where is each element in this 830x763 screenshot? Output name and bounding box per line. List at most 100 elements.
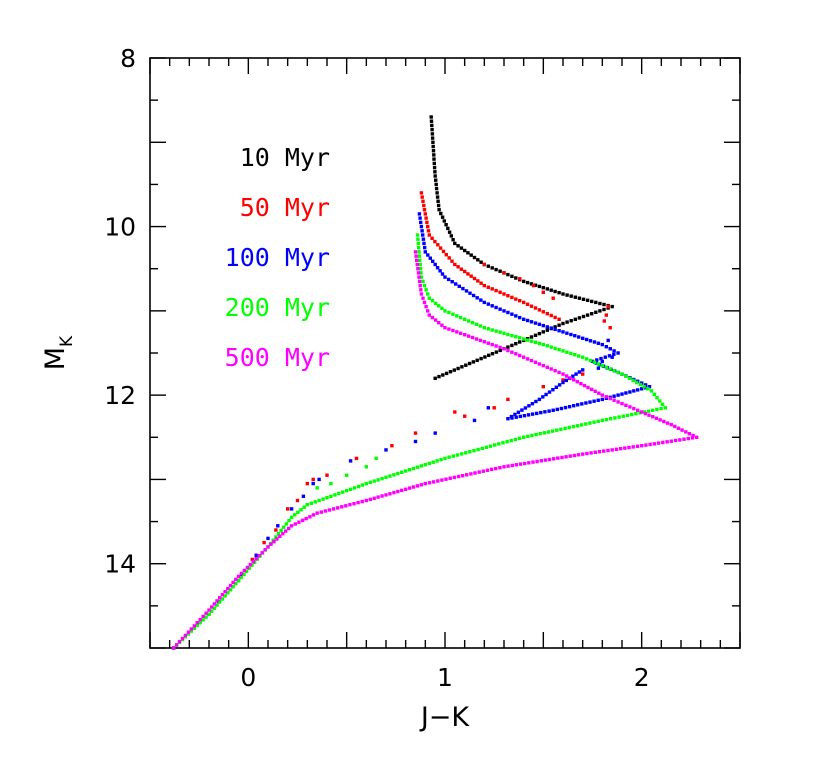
data-point bbox=[513, 437, 518, 442]
data-point bbox=[424, 288, 428, 292]
y-axis-title-subscript: K bbox=[57, 335, 77, 347]
data-point bbox=[652, 392, 656, 396]
data-point bbox=[417, 212, 422, 216]
data-point bbox=[618, 447, 623, 451]
data-point bbox=[533, 340, 538, 344]
data-point bbox=[282, 525, 286, 529]
data-point bbox=[627, 445, 631, 450]
data-point bbox=[437, 374, 441, 379]
data-point bbox=[266, 536, 270, 541]
data-point bbox=[463, 414, 467, 418]
data-point bbox=[470, 321, 475, 325]
data-point bbox=[502, 331, 506, 335]
data-point bbox=[522, 300, 526, 305]
data-point bbox=[466, 334, 471, 338]
data-point bbox=[565, 293, 569, 297]
data-point bbox=[565, 320, 569, 324]
data-point bbox=[545, 344, 549, 348]
data-point bbox=[417, 275, 421, 279]
data-point bbox=[552, 457, 556, 461]
data-point bbox=[459, 331, 463, 335]
data-point bbox=[539, 459, 543, 463]
data-point bbox=[505, 440, 509, 444]
data-point bbox=[607, 354, 612, 358]
data-point bbox=[415, 233, 420, 237]
data-point bbox=[460, 365, 464, 369]
data-point bbox=[569, 294, 573, 298]
data-point bbox=[426, 229, 431, 233]
data-point bbox=[555, 428, 559, 432]
data-point bbox=[421, 233, 425, 237]
data-point bbox=[642, 385, 646, 389]
data-point bbox=[456, 366, 460, 371]
data-point bbox=[537, 331, 542, 336]
data-point bbox=[652, 442, 657, 446]
data-point bbox=[610, 448, 614, 452]
data-point bbox=[436, 203, 441, 208]
data-point bbox=[266, 545, 270, 549]
data-point bbox=[606, 448, 610, 453]
data-point bbox=[329, 494, 333, 498]
data-point bbox=[226, 586, 230, 591]
data-point bbox=[510, 343, 514, 348]
data-point bbox=[430, 236, 434, 240]
data-point bbox=[415, 484, 420, 488]
data-point bbox=[494, 267, 498, 272]
data-point bbox=[597, 391, 601, 395]
data-point bbox=[447, 327, 451, 331]
data-point bbox=[612, 352, 616, 357]
data-point bbox=[372, 496, 376, 500]
data-point bbox=[659, 406, 663, 411]
data-point bbox=[438, 246, 443, 250]
data-point bbox=[559, 406, 564, 411]
data-point bbox=[473, 471, 477, 475]
data-point bbox=[612, 369, 616, 373]
data-point bbox=[590, 359, 595, 364]
data-point bbox=[525, 357, 530, 361]
y-tick-label: 10 bbox=[104, 213, 136, 242]
data-point bbox=[623, 446, 627, 450]
data-point bbox=[413, 439, 418, 444]
data-point bbox=[596, 366, 601, 370]
data-point bbox=[257, 554, 261, 558]
data-point bbox=[356, 484, 361, 489]
data-point bbox=[414, 254, 418, 258]
data-point bbox=[549, 345, 553, 349]
data-point bbox=[541, 363, 545, 368]
data-point bbox=[579, 381, 583, 386]
data-point bbox=[400, 488, 404, 493]
data-point bbox=[461, 286, 465, 291]
data-point bbox=[537, 341, 542, 346]
data-point bbox=[407, 486, 412, 490]
data-point bbox=[469, 253, 473, 257]
data-point bbox=[329, 481, 333, 486]
data-point bbox=[305, 481, 309, 486]
legend-entry: 50 Myr bbox=[240, 193, 330, 222]
data-point bbox=[242, 568, 247, 573]
data-point bbox=[600, 418, 604, 423]
data-point bbox=[501, 441, 505, 445]
data-point bbox=[479, 356, 483, 361]
data-point bbox=[518, 353, 522, 358]
data-point bbox=[533, 283, 538, 287]
data-point bbox=[422, 300, 427, 305]
data-point bbox=[463, 248, 467, 253]
data-point bbox=[422, 283, 427, 288]
data-point bbox=[418, 267, 423, 271]
data-point bbox=[584, 422, 588, 426]
data-point bbox=[610, 304, 614, 309]
data-point bbox=[431, 140, 435, 144]
data-point bbox=[311, 481, 315, 486]
x-tick-label: 1 bbox=[437, 663, 453, 692]
data-point bbox=[269, 542, 273, 546]
data-point bbox=[534, 432, 538, 437]
data-point bbox=[648, 442, 652, 447]
data-point bbox=[537, 397, 542, 402]
data-point bbox=[390, 444, 394, 448]
data-point bbox=[419, 464, 424, 468]
data-point bbox=[541, 385, 545, 389]
data-point bbox=[616, 393, 620, 397]
data-point bbox=[236, 578, 241, 583]
data-point bbox=[341, 490, 345, 494]
